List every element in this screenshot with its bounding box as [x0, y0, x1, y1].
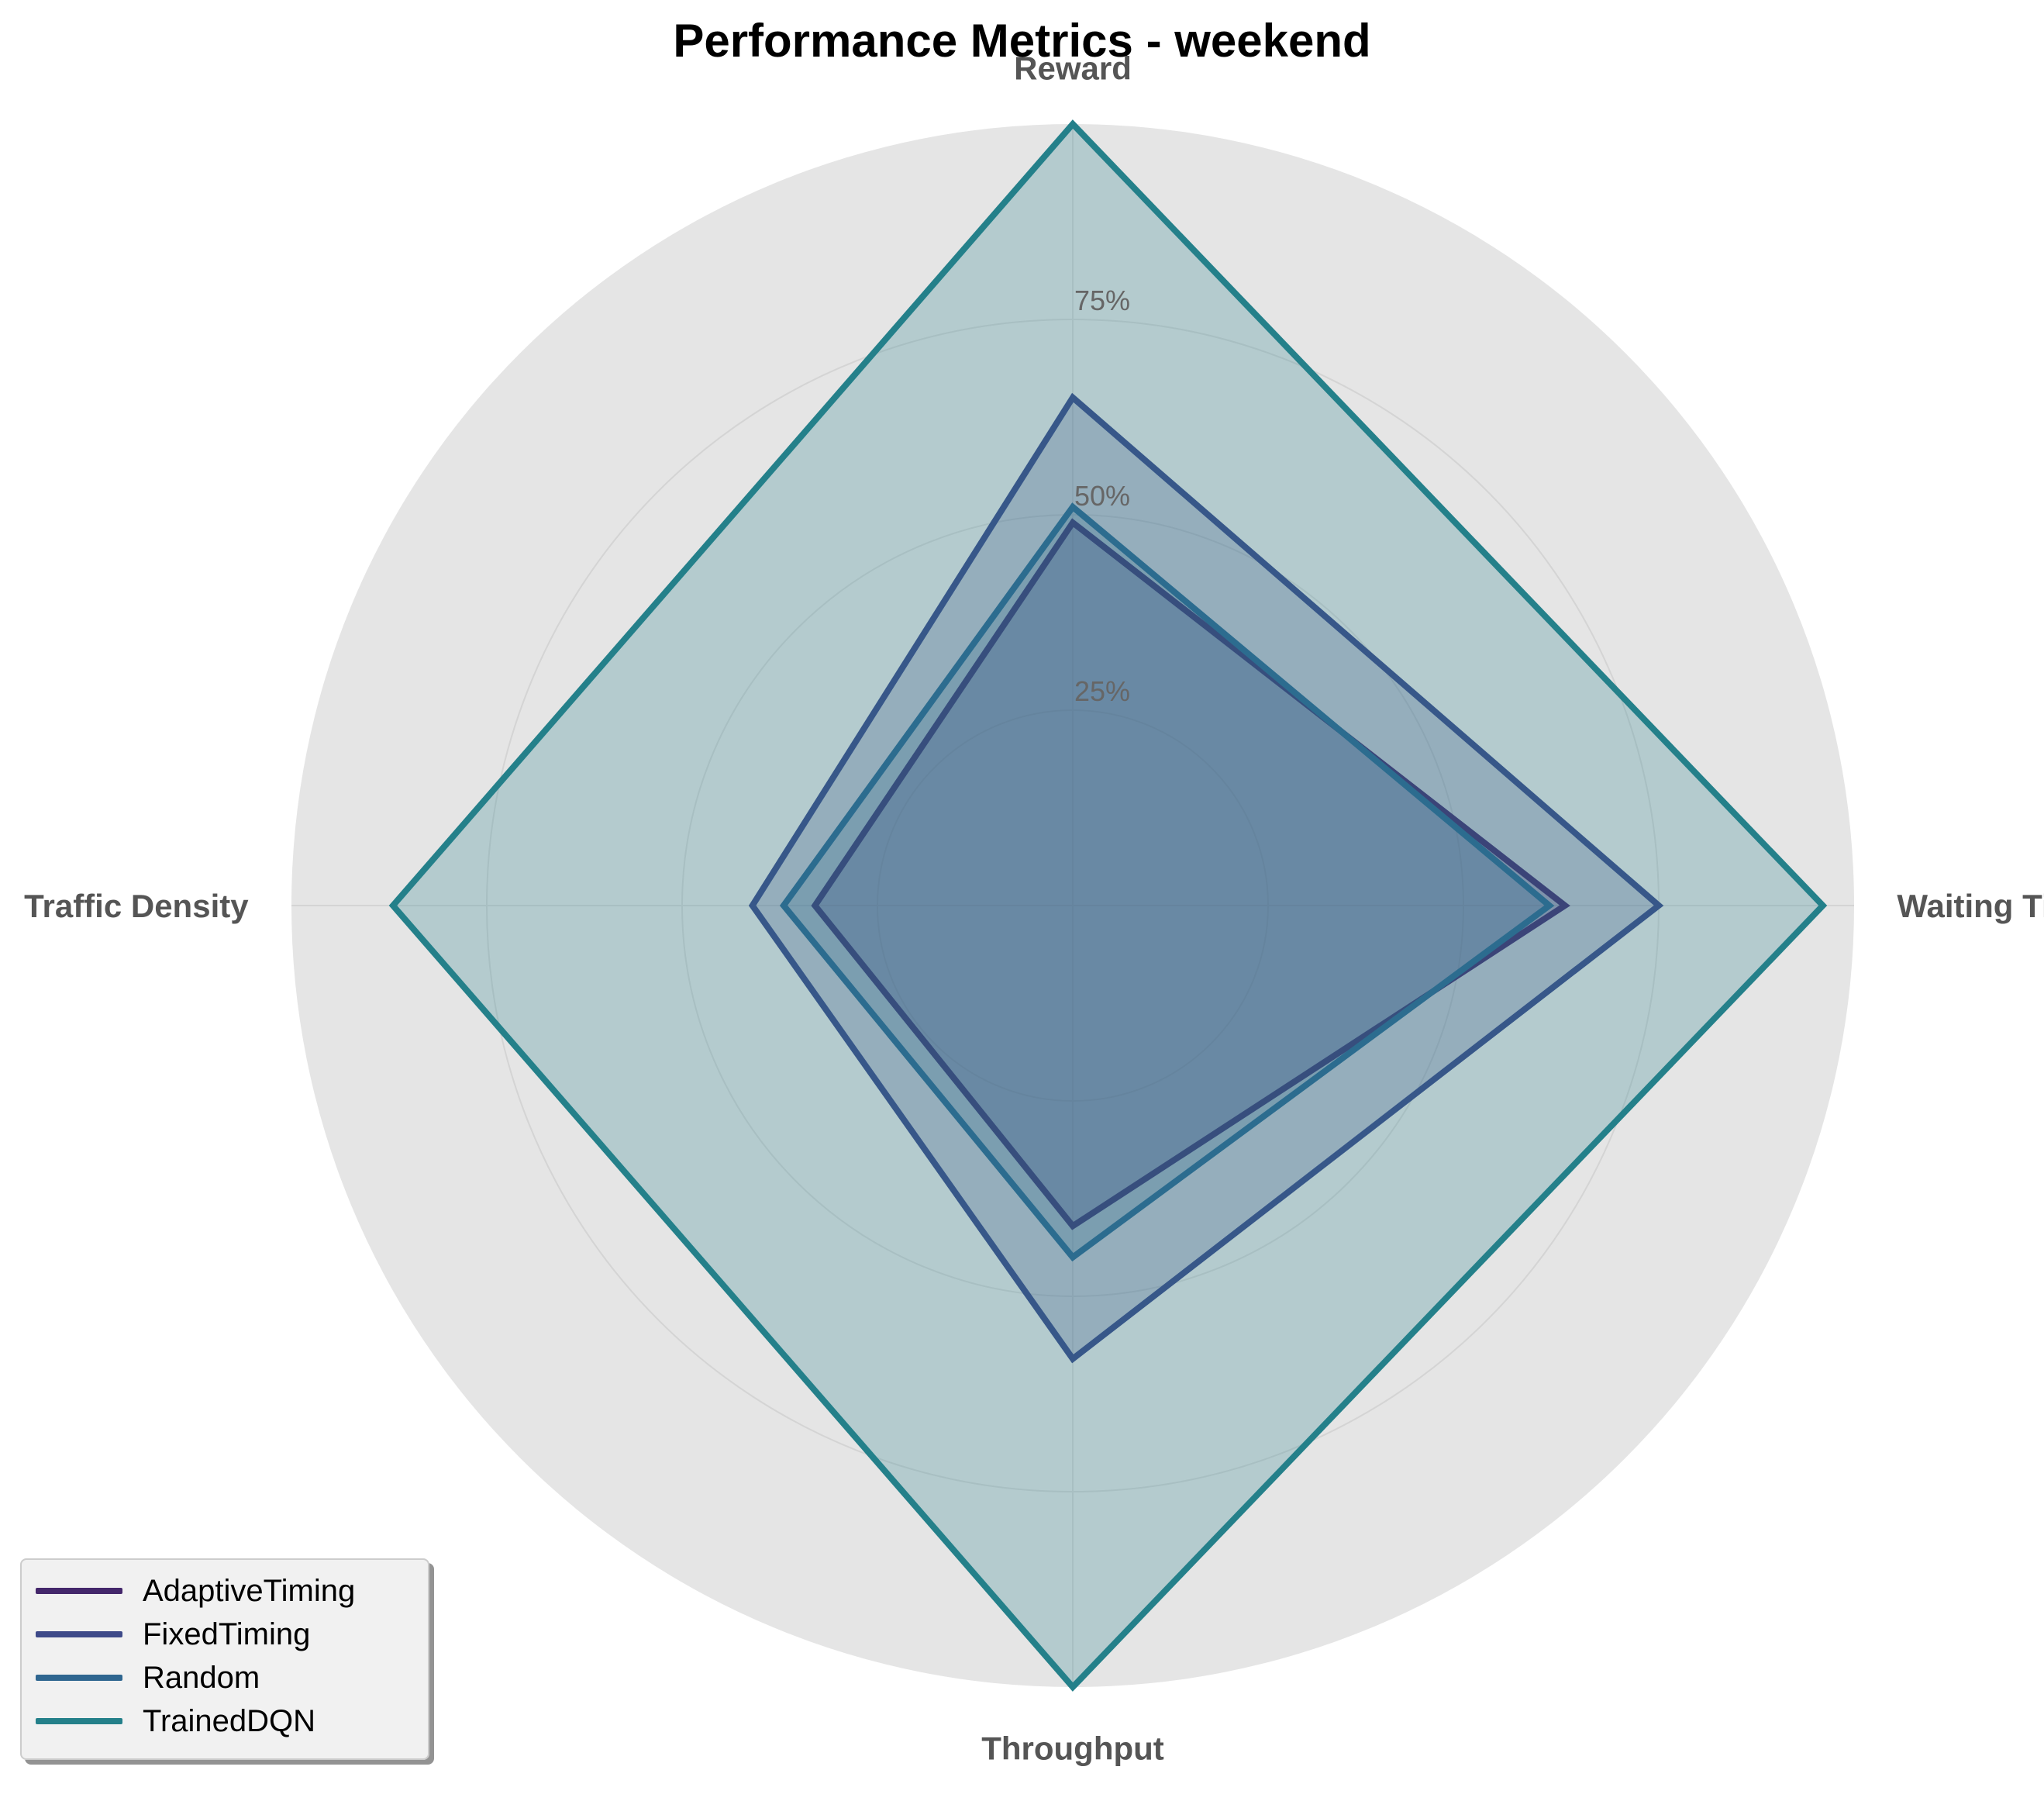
legend: AdaptiveTiming FixedTiming Random TrainedDQ… — [20, 1558, 429, 1760]
legend-swatch — [36, 1718, 122, 1724]
series-line — [748, 392, 1664, 1364]
chart-title: Performance Metrics - weekend — [673, 15, 1371, 67]
radar-series — [388, 119, 1828, 1692]
series-line — [779, 502, 1555, 1262]
legend-item: AdaptiveTiming — [36, 1569, 428, 1613]
r-tick-label: 50% — [1074, 480, 1130, 512]
legend-item: TrainedDQN — [36, 1699, 428, 1743]
legend-swatch — [36, 1675, 122, 1681]
legend-swatch — [36, 1631, 122, 1637]
axis-label: Traffic Density — [24, 888, 249, 924]
radar-grid — [291, 124, 1854, 1687]
series-fill — [393, 124, 1823, 1687]
series-fill — [784, 506, 1549, 1258]
legend-label: Random — [143, 1660, 260, 1695]
legend-item: FixedTiming — [36, 1613, 428, 1656]
legend-label: TrainedDQN — [143, 1703, 316, 1738]
r-tick-label: 75% — [1074, 285, 1130, 316]
r-tick-label: 25% — [1074, 675, 1130, 707]
series-fill — [815, 523, 1565, 1227]
series-line — [388, 119, 1828, 1692]
legend-item: Random — [36, 1656, 428, 1699]
axis-label: Reward — [1014, 50, 1132, 87]
radar-labels: 25% 50% 75% Reward Waiting Time Throughput Tra… — [24, 50, 2044, 1767]
legend-label: AdaptiveTiming — [143, 1573, 356, 1608]
legend-swatch — [36, 1588, 122, 1594]
legend-label: FixedTiming — [143, 1617, 311, 1651]
axis-label: Throughput — [981, 1730, 1164, 1766]
axis-label: Waiting Time — [1897, 888, 2044, 924]
